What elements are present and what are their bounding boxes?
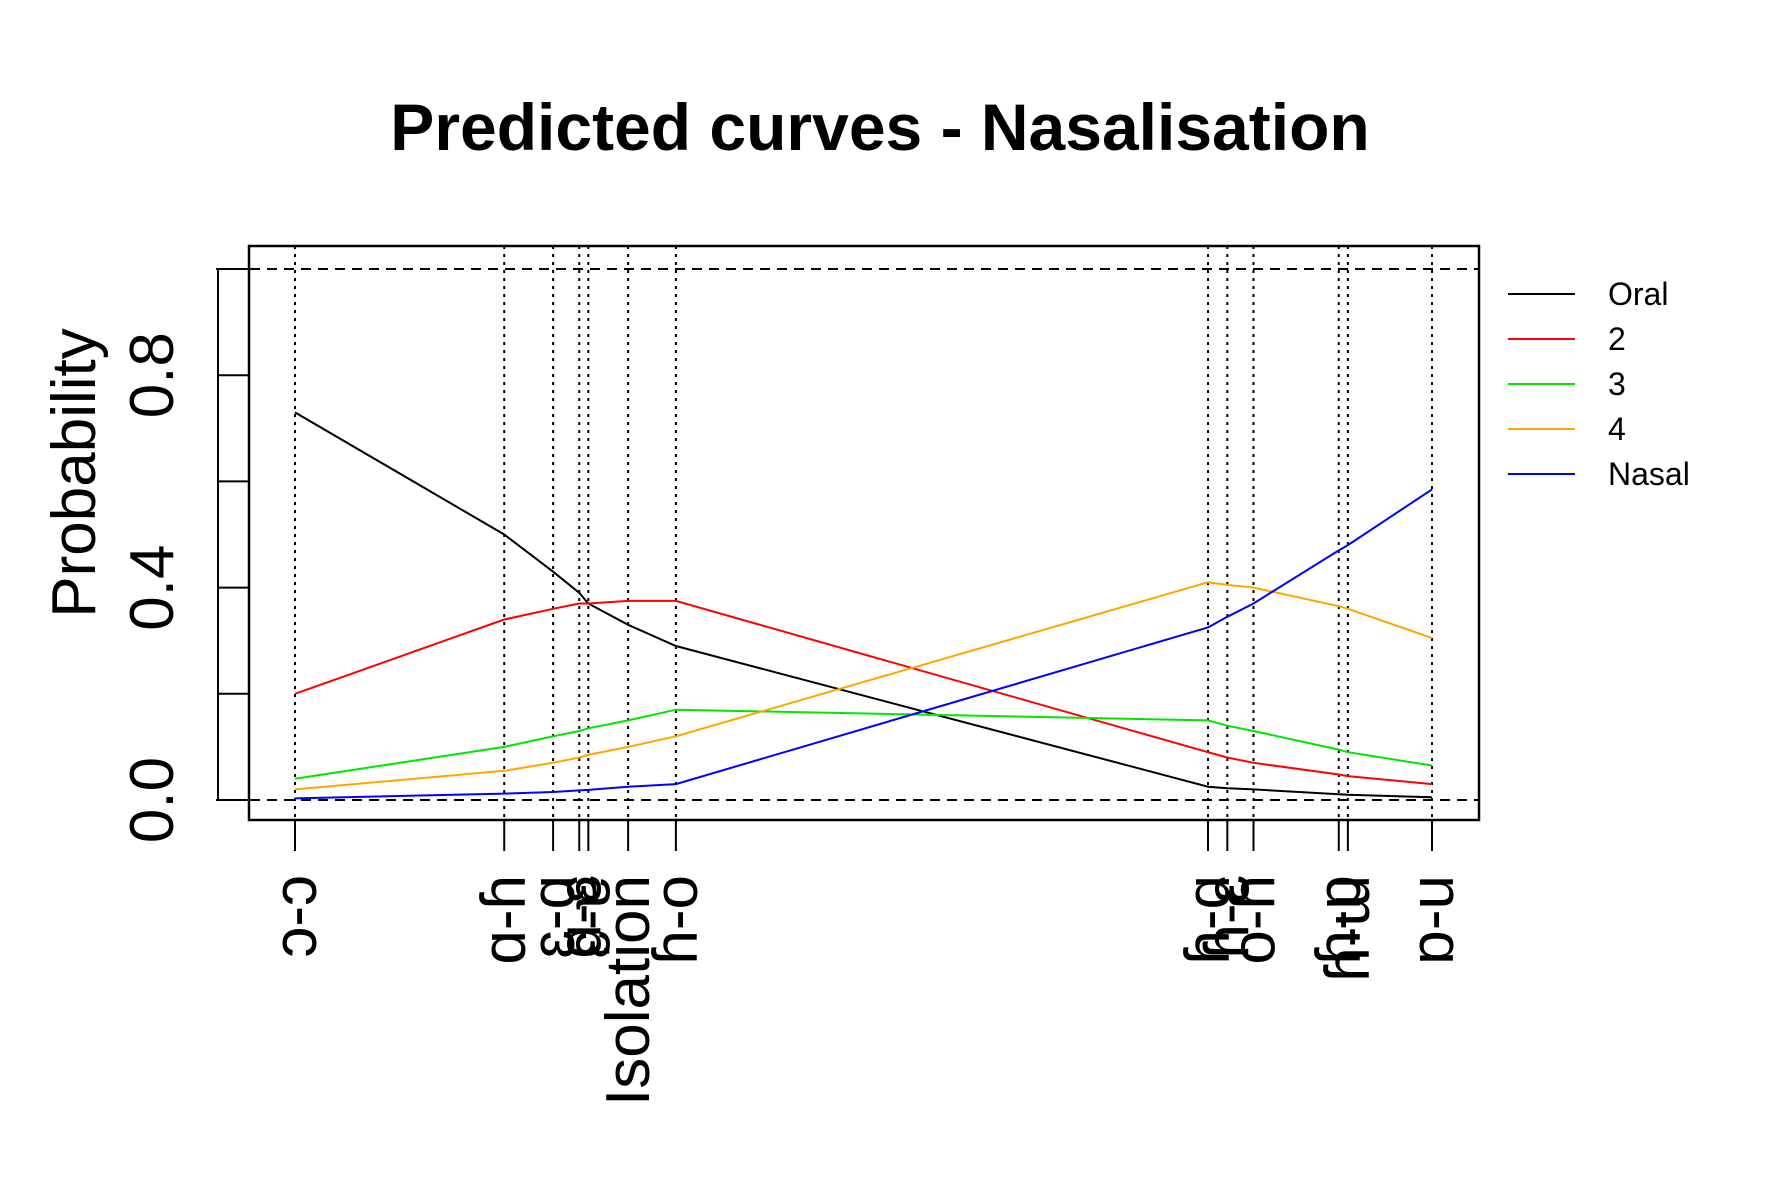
plot-frame: [247, 244, 1481, 822]
x-tick-label: ɦ-ɛ: [1193, 875, 1262, 959]
x-tick-label: ɦ-ɑ: [1174, 875, 1243, 965]
x-tick-label: ɦ-o: [642, 875, 711, 965]
series-line-oral: [294, 411, 1433, 799]
series-line-3: [294, 708, 1433, 780]
legend-label: 3: [1608, 366, 1626, 402]
series-lines: [294, 411, 1433, 800]
legend: Oral 2 3 4 Nasal: [1508, 276, 1690, 492]
y-tick-label: 0.0: [118, 757, 187, 843]
x-tick-label: ɒ-u: [1398, 875, 1467, 965]
legend-label: Oral: [1608, 276, 1668, 312]
y-axis-label: Probability: [40, 328, 109, 617]
y-tick-label: 0.4: [118, 544, 187, 630]
legend-label: Nasal: [1608, 456, 1690, 492]
legend-label: 2: [1608, 321, 1626, 357]
x-tick-label: o-ɦ: [1219, 875, 1288, 965]
series-line-4: [294, 581, 1433, 791]
x-tick-label: ɛ-ɑ: [519, 875, 588, 959]
x-tick-label: ɔ-ɔ: [261, 875, 330, 958]
x-tick-label: ɑ-ɦ: [470, 875, 539, 965]
reference-lines: [216, 268, 1479, 801]
chart-title: Predicted curves - Nasalisation: [390, 90, 1369, 164]
x-tick-label: ɛ-ɐ: [554, 875, 623, 959]
series-line-nasal: [294, 488, 1433, 800]
y-tick-label: 0.8: [118, 332, 187, 418]
x-tick-label: ɑ-ɛ: [545, 875, 614, 959]
series-line-2: [294, 599, 1433, 786]
vertical-tick-lines: [294, 246, 1433, 820]
legend-label: 4: [1608, 411, 1626, 447]
x-tick-label: ɦ-ɒ: [1305, 875, 1374, 965]
x-tick-label: Isolation: [594, 875, 663, 1106]
x-tick-label: ɦ-ɯ: [1314, 875, 1383, 982]
y-axis: 0.0 0.4 0.8: [118, 268, 249, 843]
